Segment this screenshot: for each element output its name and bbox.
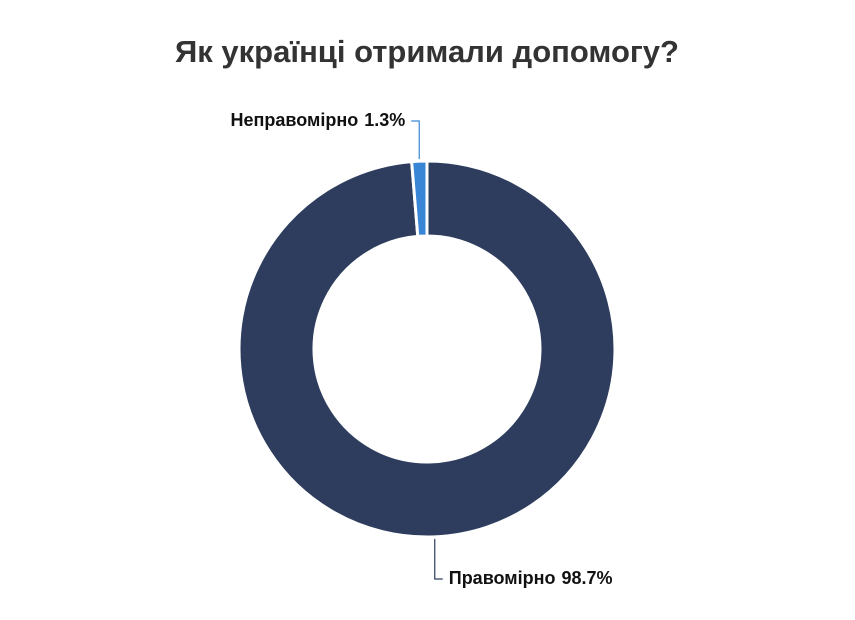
category-label: Неправомірно <box>231 110 359 130</box>
category-label: Правомірно <box>449 568 556 588</box>
value-label: 98.7% <box>561 568 612 588</box>
chart-title: Як українці отримали допомогу? <box>175 34 679 69</box>
donut-slice <box>410 159 429 238</box>
leader-line <box>411 120 420 160</box>
value-label: 1.3% <box>364 110 405 130</box>
donut-slice <box>237 159 617 539</box>
data-label: Неправомірно 1.3% <box>231 110 406 130</box>
data-label: Правомірно 98.7% <box>449 568 613 588</box>
leader-line <box>434 538 443 580</box>
